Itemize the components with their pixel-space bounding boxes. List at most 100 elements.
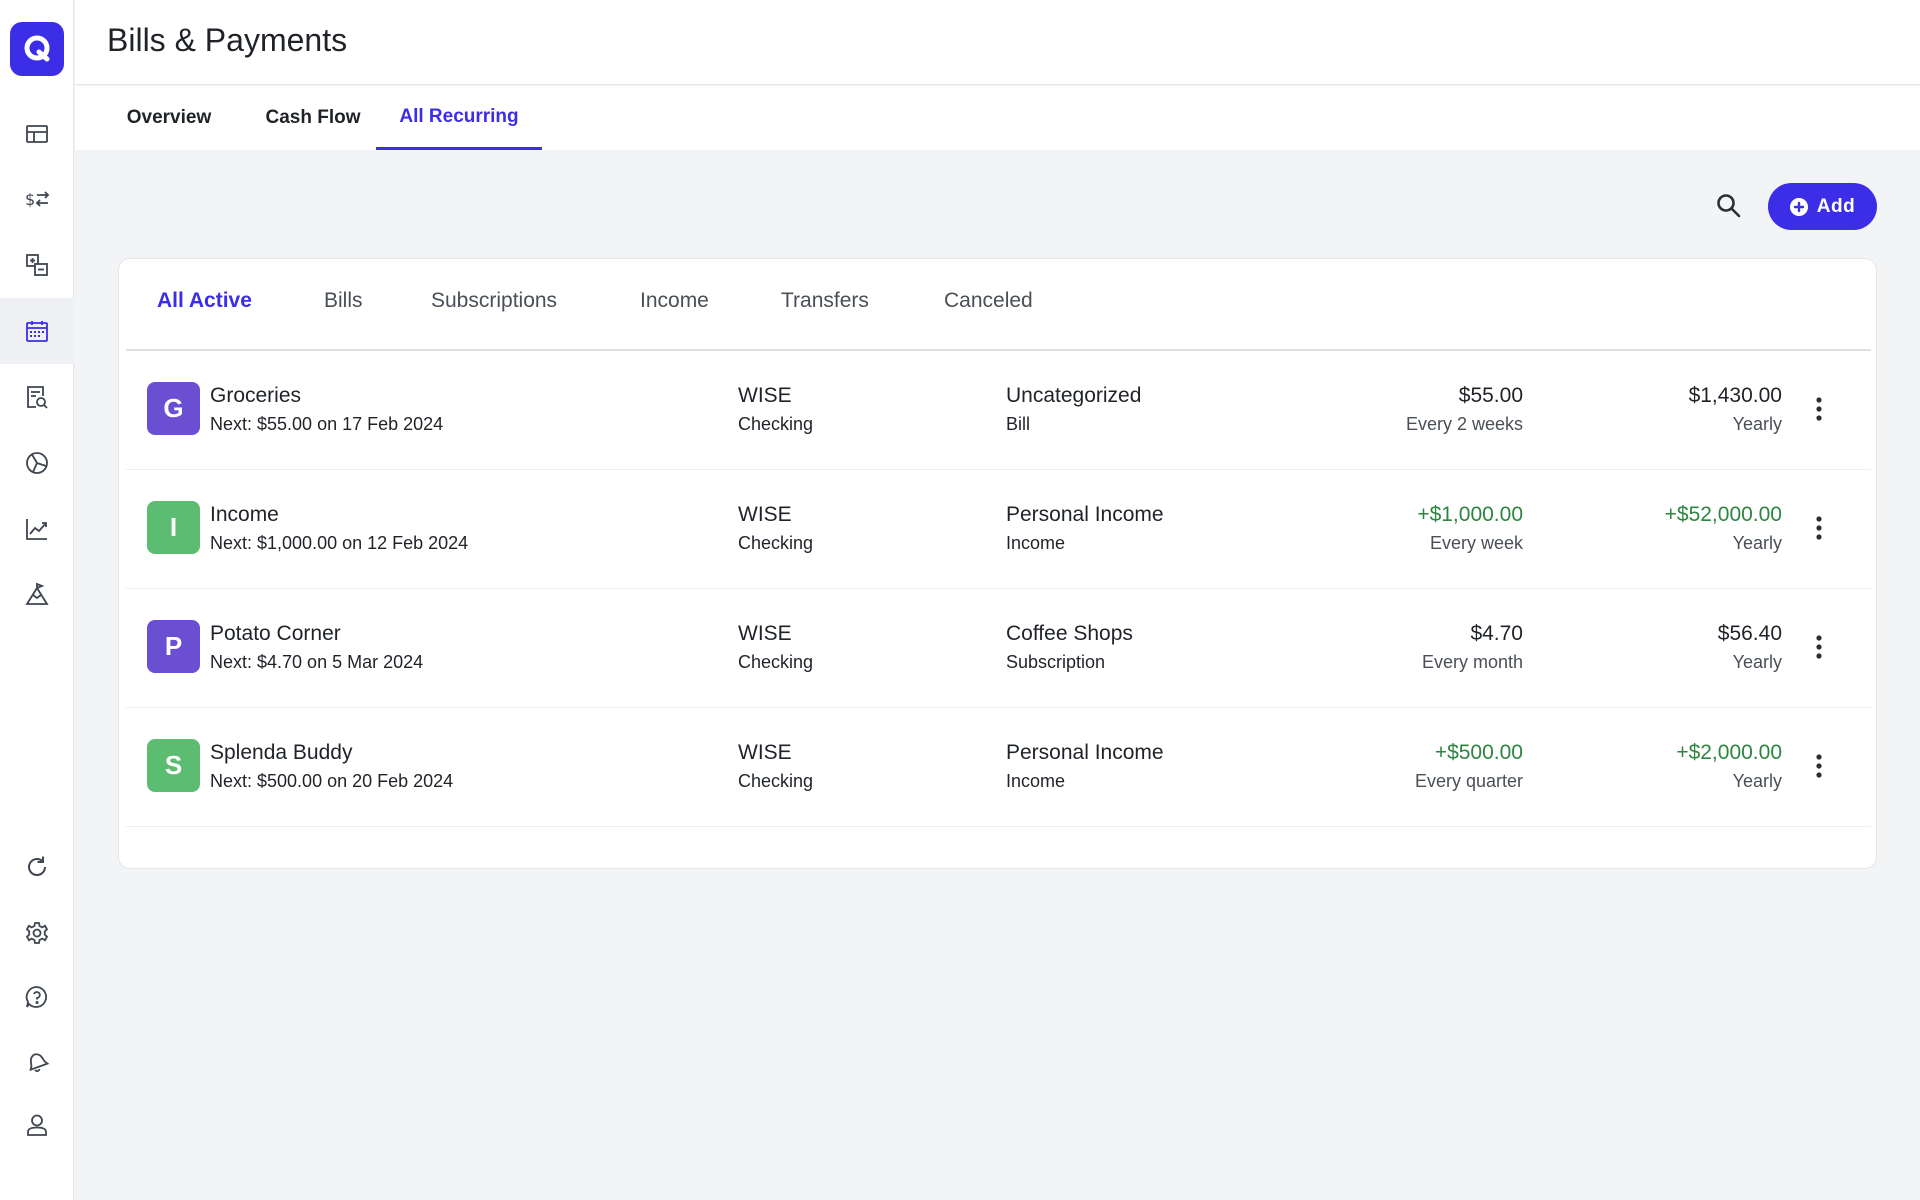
account-name: WISE [738, 622, 792, 645]
amount-cell: $4.70 Every month [1422, 620, 1523, 676]
merchant-name: Income [210, 503, 279, 526]
merchant-avatar: I [147, 501, 200, 554]
category-name: Personal Income [1006, 741, 1164, 764]
merchant-avatar: S [147, 739, 200, 792]
sidebar-item-investments[interactable] [0, 496, 74, 562]
tab-cash-flow[interactable]: Cash Flow [265, 107, 361, 128]
more-vertical-icon [1816, 516, 1822, 540]
sidebar-item-profile[interactable] [0, 1092, 74, 1158]
row-menu-button[interactable] [1807, 633, 1831, 661]
recurring-row[interactable]: G Groceries Next: $55.00 on 17 Feb 2024 … [126, 351, 1871, 470]
merchant-name: Groceries [210, 384, 302, 407]
divider [126, 349, 1871, 351]
yearly-cell: $1,430.00 Yearly [1689, 382, 1782, 438]
frequency: Every month [1421, 652, 1523, 672]
search-icon [1717, 194, 1741, 218]
sidebar-item-accounts[interactable] [0, 232, 74, 298]
sidebar-item-goals[interactable] [0, 562, 74, 628]
app-logo[interactable] [10, 22, 64, 76]
settings-gear-icon [25, 922, 49, 944]
budget-pie-icon [26, 452, 48, 474]
sidebar-item-help[interactable] [0, 964, 74, 1030]
recurring-kind: Bill [1006, 414, 1031, 434]
filter-tab-transfers[interactable]: Transfers [781, 289, 869, 312]
yearly-cell: $56.40 Yearly [1718, 620, 1782, 676]
account-type: Checking [738, 771, 814, 791]
merchant-name: Splenda Buddy [210, 741, 353, 764]
recurring-card: All Active Bills Subscriptions Income Tr… [118, 258, 1877, 869]
next-payment: Next: $4.70 on 5 Mar 2024 [210, 652, 424, 672]
filter-tab-all-active[interactable]: All Active [157, 289, 252, 312]
refresh-icon [28, 856, 46, 876]
category-cell: Personal Income Income [1006, 739, 1164, 795]
account-cell: WISE Checking [738, 382, 813, 438]
reports-icon [27, 386, 48, 409]
category-cell: Uncategorized Bill [1006, 382, 1141, 438]
top-tabs: Overview Cash Flow All Recurring [75, 86, 1920, 150]
sidebar-item-reports[interactable] [0, 364, 74, 430]
sidebar-item-notifications[interactable] [0, 1028, 74, 1094]
sidebar-item-budget[interactable] [0, 430, 74, 496]
add-button-label: Add [1816, 195, 1856, 217]
amount: +$1,000.00 [1417, 503, 1523, 526]
merchant-name: Potato Corner [210, 622, 341, 645]
sidebar-item-dashboard[interactable] [0, 101, 74, 167]
sidebar-item-transactions[interactable]: $ [0, 166, 74, 232]
help-icon [25, 986, 47, 1008]
add-circle-icon [1789, 197, 1808, 216]
search-button[interactable] [1711, 188, 1747, 224]
next-payment: Next: $55.00 on 17 Feb 2024 [210, 414, 444, 434]
yearly-cell: +$52,000.00 Yearly [1665, 501, 1782, 557]
category-cell: Personal Income Income [1006, 501, 1164, 557]
category-name: Personal Income [1006, 503, 1164, 526]
recurring-row[interactable]: I Income Next: $1,000.00 on 12 Feb 2024 … [126, 470, 1871, 589]
row-menu-button[interactable] [1807, 752, 1831, 780]
yearly-label: Yearly [1732, 414, 1782, 434]
account-name: WISE [738, 384, 792, 407]
row-menu-button[interactable] [1807, 514, 1831, 542]
amount: $4.70 [1470, 622, 1523, 645]
sidebar: $ [0, 0, 74, 1200]
merchant-cell: Potato Corner Next: $4.70 on 5 Mar 2024 [210, 620, 423, 676]
more-vertical-icon [1816, 635, 1822, 659]
filter-tab-income[interactable]: Income [640, 289, 709, 312]
frequency: Every week [1429, 533, 1523, 553]
recurring-row[interactable]: S Splenda Buddy Next: $500.00 on 20 Feb … [126, 708, 1871, 827]
yearly-label: Yearly [1732, 771, 1782, 791]
recurring-kind: Income [1006, 533, 1066, 553]
recurring-row[interactable]: P Potato Corner Next: $4.70 on 5 Mar 202… [126, 589, 1871, 708]
page-header: Bills & Payments [75, 0, 1920, 85]
tab-all-recurring[interactable]: All Recurring [376, 86, 542, 150]
category-name: Uncategorized [1006, 384, 1142, 407]
merchant-cell: Groceries Next: $55.00 on 17 Feb 2024 [210, 382, 443, 438]
account-cell: WISE Checking [738, 739, 813, 795]
sidebar-item-bills-calendar[interactable] [0, 298, 74, 364]
sidebar-item-refresh[interactable] [0, 834, 74, 900]
yearly-cell: +$2,000.00 Yearly [1676, 739, 1782, 795]
amount-cell: +$1,000.00 Every week [1417, 501, 1523, 557]
frequency: Every 2 weeks [1405, 414, 1523, 434]
yearly-label: Yearly [1732, 533, 1782, 553]
investments-chart-icon [26, 519, 47, 540]
account-name: WISE [738, 503, 792, 526]
next-payment: Next: $500.00 on 20 Feb 2024 [210, 771, 454, 791]
yearly-amount: $56.40 [1717, 622, 1782, 645]
yearly-amount: +$52,000.00 [1664, 503, 1782, 526]
sidebar-item-settings[interactable] [0, 900, 74, 966]
more-vertical-icon [1816, 754, 1822, 778]
merchant-cell: Splenda Buddy Next: $500.00 on 20 Feb 20… [210, 739, 453, 795]
add-button[interactable]: Add [1768, 183, 1877, 230]
profile-icon [27, 1114, 47, 1136]
row-menu-button[interactable] [1807, 395, 1831, 423]
filter-tab-subscriptions[interactable]: Subscriptions [431, 289, 558, 312]
yearly-amount: +$2,000.00 [1676, 741, 1782, 764]
next-payment: Next: $1,000.00 on 12 Feb 2024 [210, 533, 469, 553]
merchant-avatar: P [147, 620, 200, 673]
filter-tab-bills[interactable]: Bills [324, 289, 363, 312]
tab-overview[interactable]: Overview [126, 107, 212, 128]
amount: +$500.00 [1434, 741, 1523, 764]
page-title: Bills & Payments [107, 22, 348, 58]
merchant-cell: Income Next: $1,000.00 on 12 Feb 2024 [210, 501, 468, 557]
filter-tab-canceled[interactable]: Canceled [944, 289, 1033, 312]
calendar-icon [26, 321, 48, 342]
